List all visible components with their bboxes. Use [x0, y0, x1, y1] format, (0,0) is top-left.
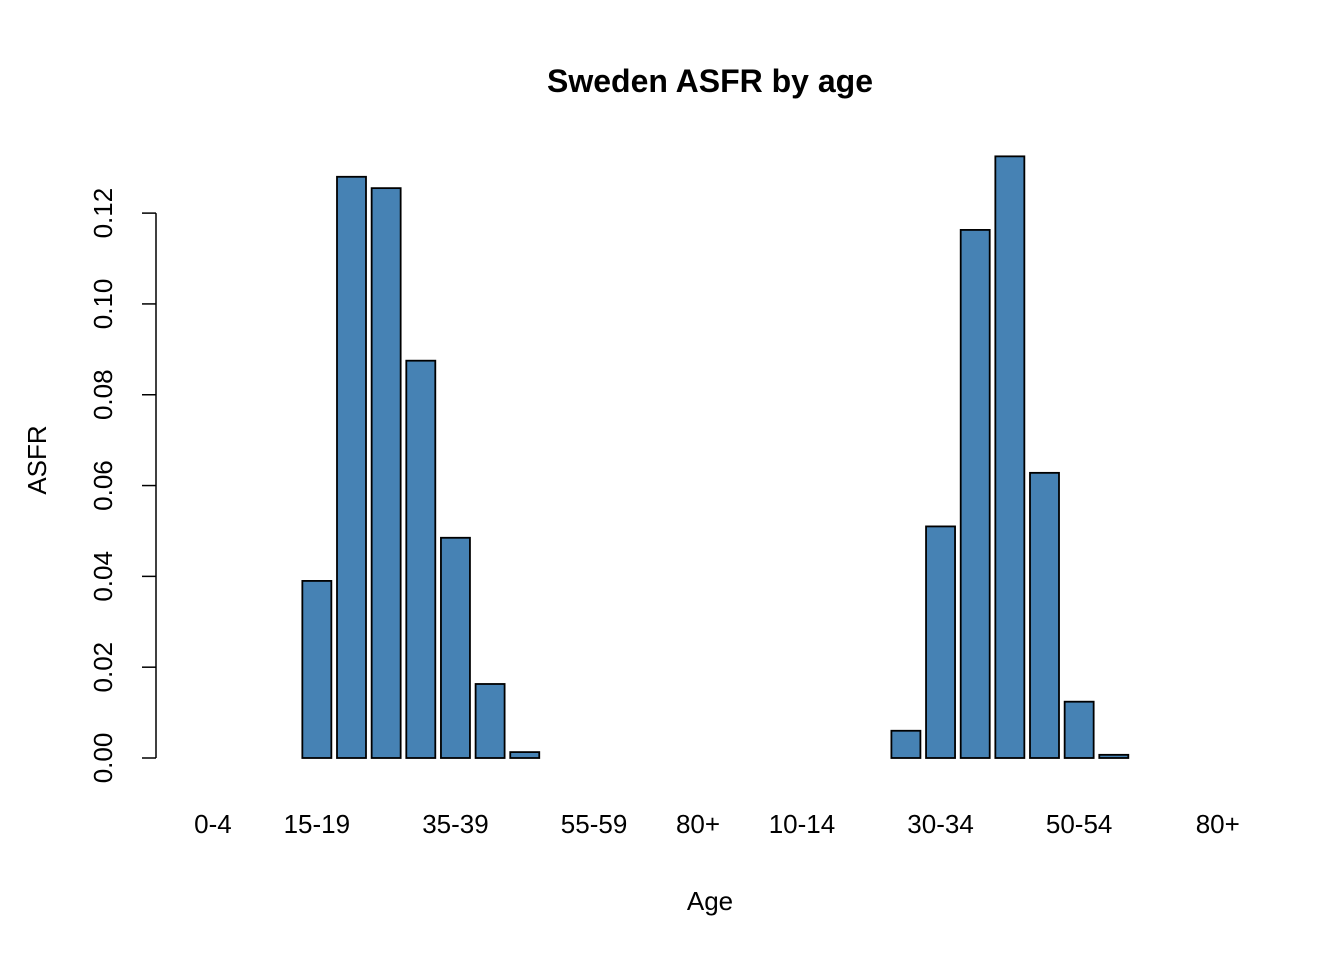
bar-35-39-7: [440, 536, 471, 759]
bars: [301, 155, 1130, 759]
bar-25-29-5: [370, 187, 402, 759]
y-tick-label: 0.10: [88, 279, 118, 330]
x-tick-label: 0-4: [194, 809, 232, 839]
y-tick-label: 0.02: [88, 642, 118, 693]
x-tick-label: 10-14: [769, 809, 836, 839]
x-tick-labels: 0-4 15-19 35-39 55-59 80+ 10-14 30-34 50-54 80+: [194, 809, 1240, 839]
y-axis: 0.00 0.02 0.04 0.06 0.08 0.10 0.12: [88, 188, 157, 784]
bar-40-44-25: [1063, 700, 1095, 759]
bar-35-39-24: [1029, 471, 1060, 759]
bar-20-24-4: [336, 175, 367, 759]
x-tick-label: 50-54: [1046, 809, 1113, 839]
bar-30-34-6: [405, 359, 437, 759]
bar-40-44-8: [474, 683, 506, 759]
bar-25-29-22: [959, 229, 991, 759]
y-tick-label: 0.06: [88, 460, 118, 511]
x-tick-label: 80+: [1196, 809, 1240, 839]
x-tick-label: 30-34: [907, 809, 974, 839]
bar-45-49-26: [1098, 753, 1130, 759]
bar-45-49-9: [509, 751, 541, 759]
bar-15-19-3: [301, 580, 333, 759]
x-tick-label: 15-19: [284, 809, 351, 839]
y-tick-label: 0.04: [88, 551, 118, 602]
x-axis-label: Age: [687, 886, 733, 916]
chart-title: Sweden ASFR by age: [547, 63, 873, 99]
y-tick-label: 0.12: [88, 188, 118, 239]
x-tick-label: 80+: [676, 809, 720, 839]
y-tick-label: 0.00: [88, 733, 118, 784]
y-tick-label: 0.08: [88, 369, 118, 420]
bar-30-34-23: [994, 155, 1026, 759]
y-axis-label: ASFR: [22, 425, 52, 494]
x-tick-label: 35-39: [422, 809, 489, 839]
bar-15-19-20: [890, 729, 922, 759]
x-tick-label: 55-59: [561, 809, 628, 839]
bar-20-24-21: [925, 525, 956, 759]
